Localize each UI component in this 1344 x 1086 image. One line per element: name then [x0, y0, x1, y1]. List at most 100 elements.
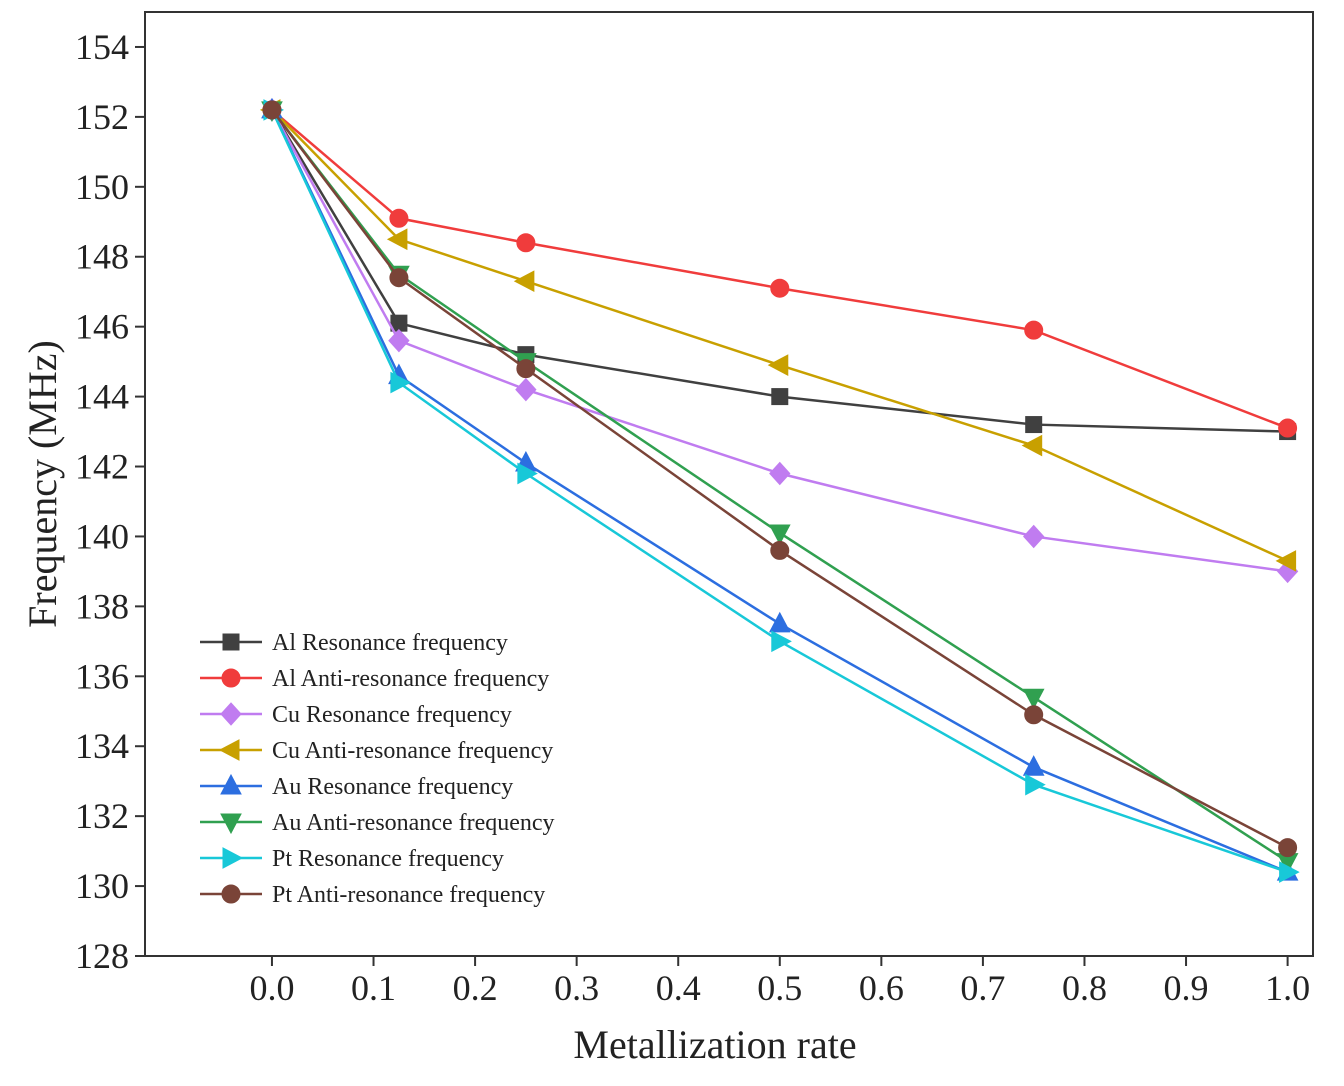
legend-label: Pt Resonance frequency	[272, 846, 504, 872]
data-point	[1278, 418, 1298, 438]
data-point	[1024, 320, 1044, 340]
data-point	[390, 371, 411, 394]
series-line	[270, 109, 1289, 874]
data-point	[1275, 550, 1297, 572]
series-line	[270, 109, 1288, 433]
legend-marker	[221, 668, 241, 688]
series-4	[259, 99, 1297, 572]
x-tick-label: 0.4	[656, 968, 701, 1008]
legend-marker	[222, 847, 244, 869]
data-point	[768, 524, 791, 546]
legend-label: Au Anti-resonance frequency	[272, 810, 555, 836]
legend-label: Cu Resonance frequency	[272, 702, 512, 728]
y-tick-label: 142	[75, 447, 129, 487]
x-tick-label: 0.8	[1062, 968, 1107, 1008]
legend-marker	[220, 773, 242, 795]
data-point	[770, 540, 790, 560]
data-point	[517, 462, 538, 485]
y-tick-label: 146	[75, 307, 129, 347]
legend-item: Pt Anti-resonance frequency	[200, 882, 545, 908]
legend-label: Au Resonance frequency	[272, 774, 513, 800]
data-point	[1022, 688, 1045, 710]
data-point	[386, 228, 408, 251]
data-point	[1021, 434, 1043, 457]
series-layer	[259, 97, 1300, 883]
legend-marker	[220, 813, 242, 835]
x-tick-label: 0.1	[351, 968, 396, 1008]
series-7	[263, 99, 1300, 883]
x-tick-label: 1.0	[1265, 968, 1310, 1008]
y-tick-label: 140	[75, 516, 129, 556]
y-tick-label: 136	[75, 656, 129, 696]
legend-label: Al Anti-resonance frequency	[272, 666, 549, 692]
series-2	[262, 100, 1298, 438]
data-point	[770, 278, 790, 298]
series-line	[270, 109, 1289, 874]
y-tick-label: 134	[75, 726, 129, 766]
series-line	[271, 109, 1289, 563]
data-point	[1278, 838, 1298, 858]
y-tick-label: 130	[75, 866, 129, 906]
legend: Al Resonance frequency Al Anti-resonance …	[200, 630, 555, 908]
x-axis-title: Metallization rate	[573, 1022, 856, 1067]
x-tick-label: 0.5	[757, 968, 802, 1008]
data-point	[262, 100, 282, 120]
x-tick-label: 0.2	[453, 968, 498, 1008]
y-tick-label: 154	[75, 27, 129, 67]
x-tick-label: 0.6	[859, 968, 904, 1008]
data-point	[768, 611, 791, 633]
y-tick-label: 150	[75, 167, 129, 207]
y-axis: 128 130 132 134 136 138 140 142 144 146 148 150 152 1…	[75, 27, 145, 976]
data-point	[769, 461, 791, 486]
data-point	[389, 208, 409, 228]
data-point	[1279, 861, 1300, 883]
data-point	[515, 377, 537, 402]
legend-item: Au Anti-resonance frequency	[200, 810, 555, 836]
data-point	[1024, 705, 1044, 725]
legend-item: Cu Anti-resonance frequency	[200, 738, 553, 764]
plot-frame	[144, 11, 1314, 957]
legend-marker	[221, 884, 241, 904]
data-point	[1022, 755, 1045, 776]
data-point	[771, 630, 792, 653]
legend-label: Pt Anti-resonance frequency	[272, 882, 545, 908]
y-axis-title: Frequency (MHz)	[20, 340, 65, 628]
legend-marker	[222, 633, 240, 651]
legend-item: Al Resonance frequency	[200, 630, 508, 656]
legend-label: Al Resonance frequency	[272, 630, 508, 656]
data-point	[513, 270, 535, 293]
y-tick-label: 128	[75, 936, 129, 976]
series-8	[262, 100, 1298, 858]
series-line	[270, 109, 1288, 573]
y-tick-label: 144	[75, 377, 129, 417]
data-point	[388, 328, 410, 353]
data-point	[1023, 524, 1045, 549]
series-line	[270, 109, 1289, 849]
data-point	[516, 233, 536, 253]
data-point	[767, 354, 789, 376]
y-tick-label: 152	[75, 97, 129, 137]
data-point	[389, 268, 409, 288]
data-point	[516, 359, 536, 379]
legend-item: Pt Resonance frequency	[200, 846, 504, 872]
y-tick-label: 138	[75, 586, 129, 626]
data-point	[1025, 416, 1043, 434]
x-tick-label: 0.3	[554, 968, 599, 1008]
data-point	[771, 388, 789, 406]
data-point	[1025, 773, 1046, 796]
x-tick-label: 0.7	[960, 968, 1005, 1008]
legend-item: Au Resonance frequency	[200, 773, 513, 800]
legend-label: Cu Anti-resonance frequency	[272, 738, 553, 764]
x-tick-label: 0.0	[249, 968, 294, 1008]
y-tick-label: 148	[75, 237, 129, 277]
legend-item: Al Anti-resonance frequency	[200, 666, 549, 692]
series-3	[261, 98, 1299, 584]
x-tick-label: 0.9	[1164, 968, 1209, 1008]
series-line	[271, 108, 1289, 430]
series-line	[270, 109, 1289, 863]
legend-item: Cu Resonance frequency	[200, 702, 512, 728]
legend-marker	[220, 702, 242, 726]
y-tick-label: 132	[75, 796, 129, 836]
x-axis: 0.0 0.1 0.2 0.3 0.4 0.5 0.6 0.7 0.8 0.9 1.0	[249, 956, 1310, 1008]
